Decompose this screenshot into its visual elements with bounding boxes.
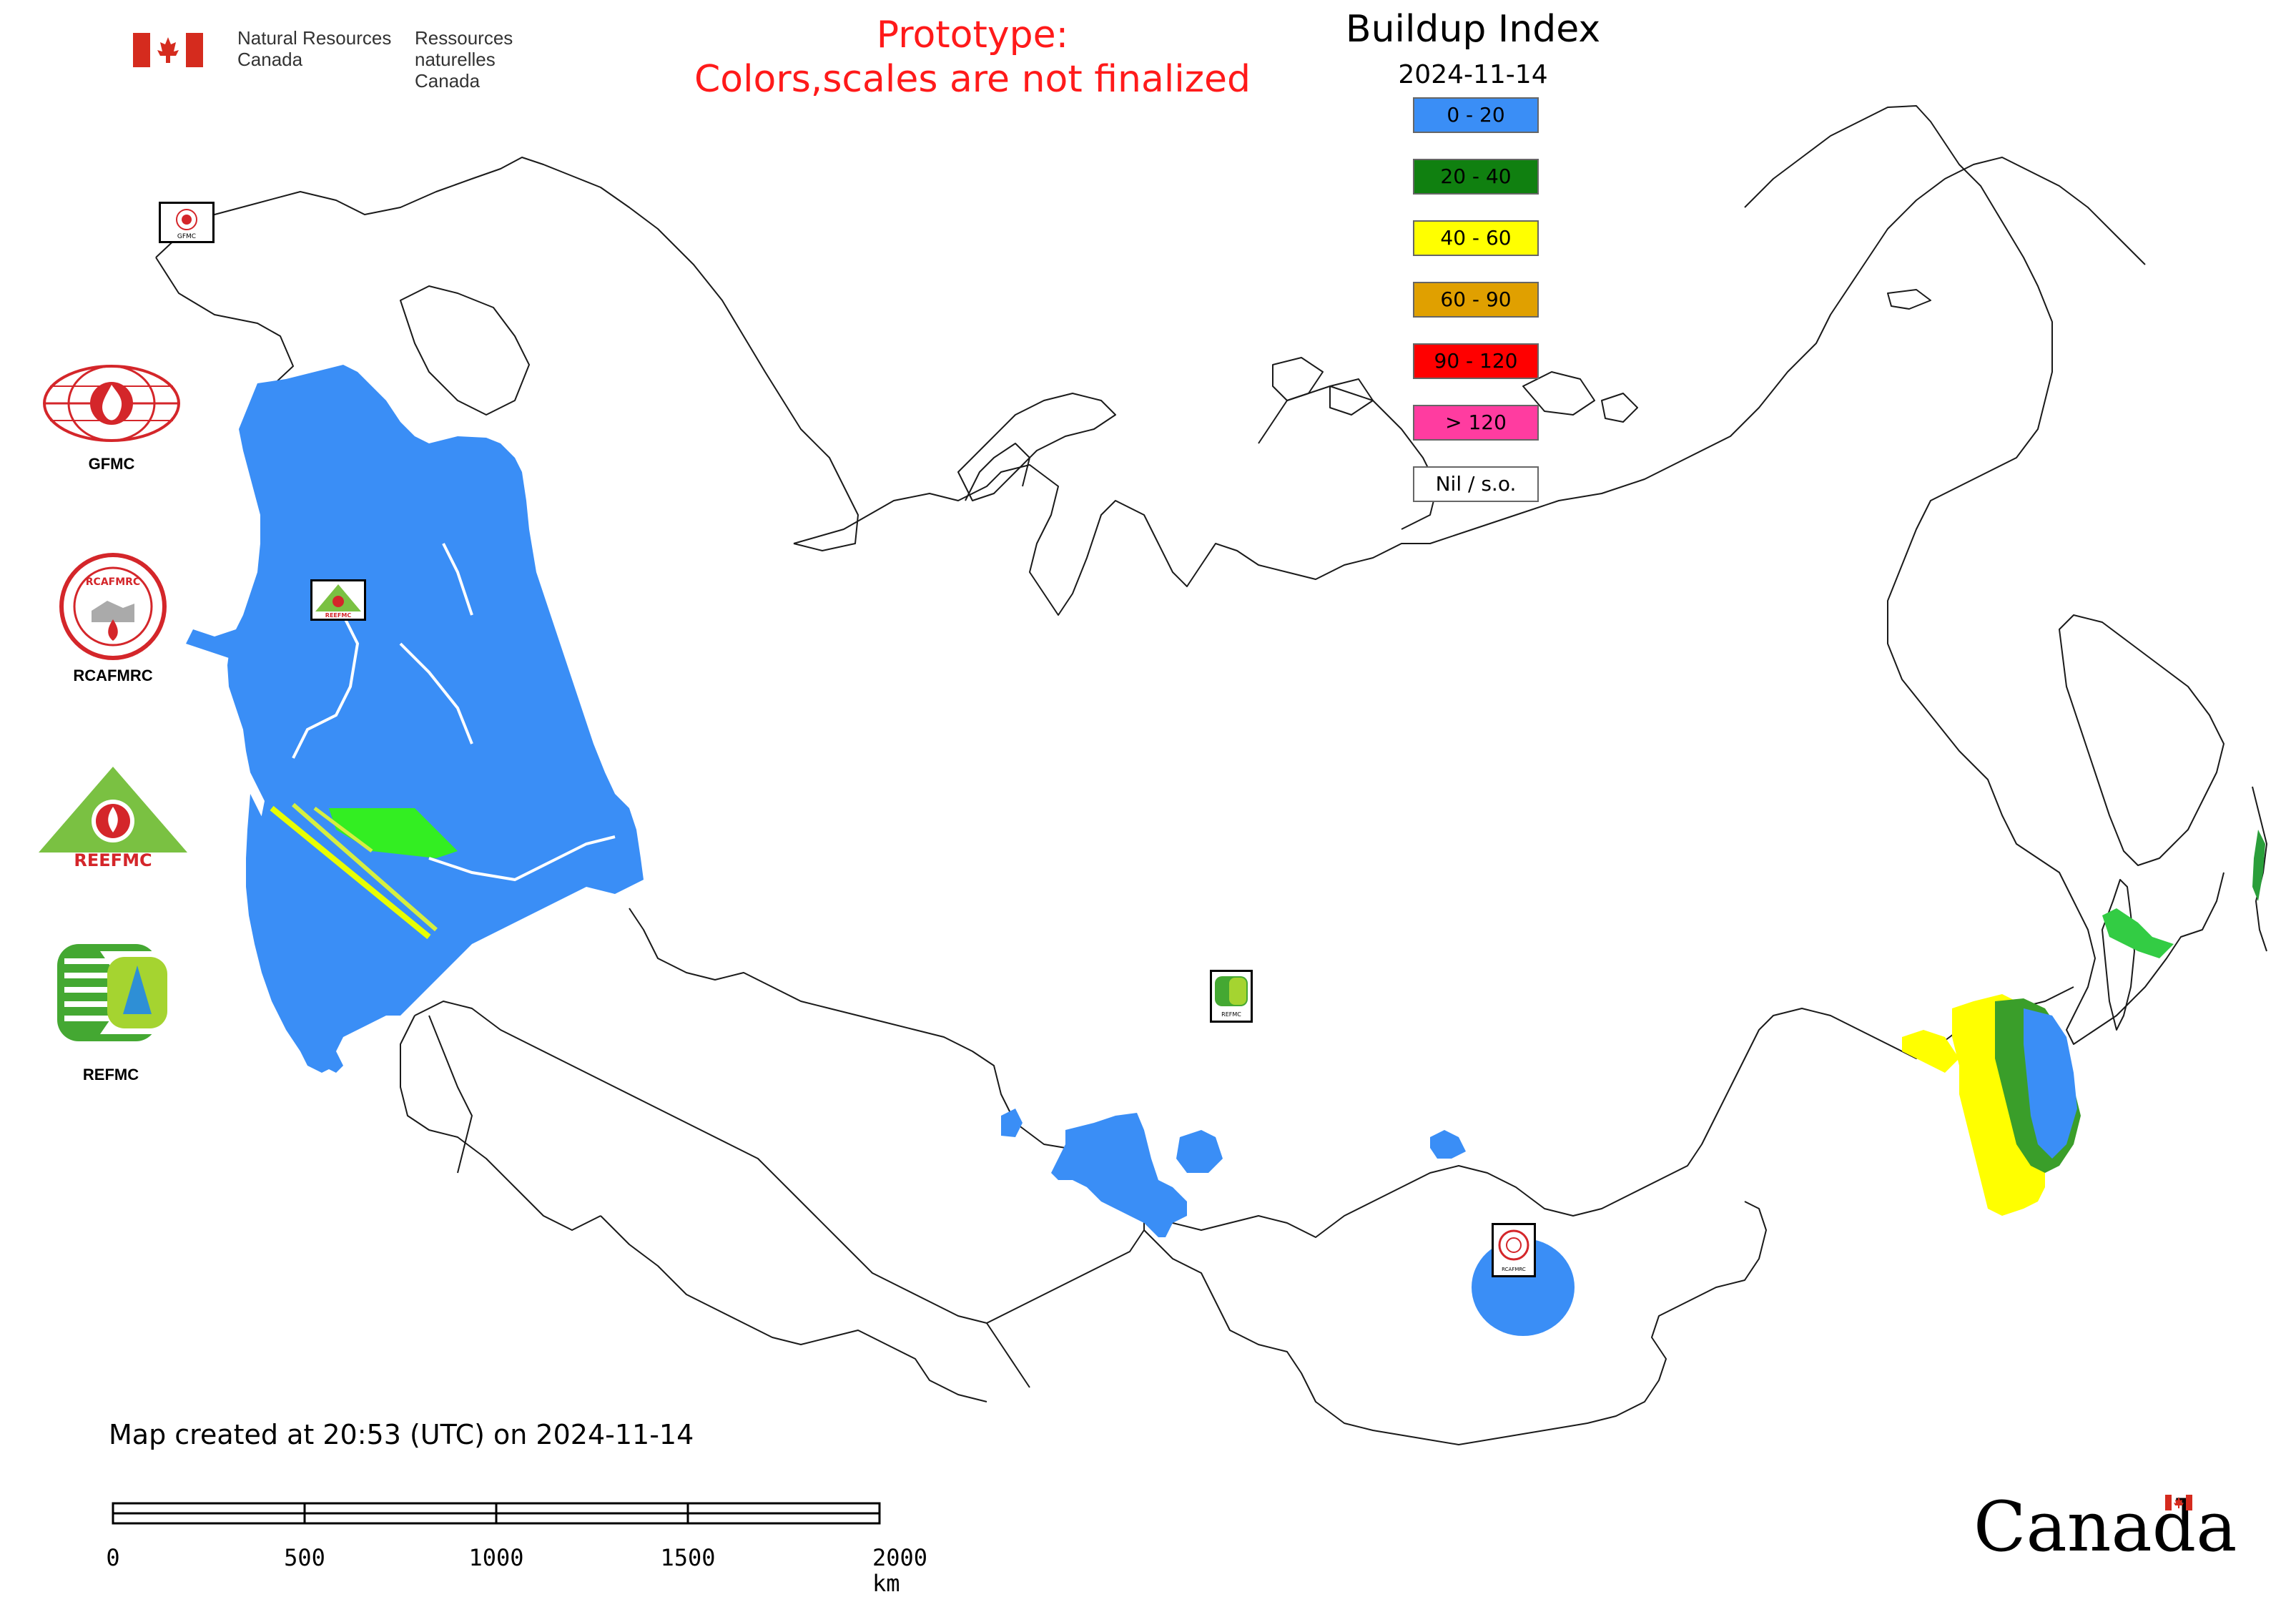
scale-tick-500: 500 [284,1544,325,1571]
altai-bui-blob [1176,1130,1223,1173]
wrangel-outline [1887,289,1931,310]
yellow-diagonal-3 [313,807,373,852]
bright-green-band [329,808,458,858]
severnaya-zemlya-outline [1272,357,1374,416]
north-coast-outline [793,157,2146,616]
yellow-diagonal-2 [292,802,438,932]
mongolia-outline [1143,1201,1767,1445]
marker-refmc: REFMC [1210,970,1253,1023]
scale-tick-2000: 2000 km [872,1544,928,1597]
far-east-blue [2024,1008,2077,1159]
marker-rcafmrc-icon: RCAFMRC [1498,1229,1529,1272]
kuril-bui [2252,830,2265,901]
gfmc-caption: GFMC [88,455,135,473]
prototype-line-1: Prototype: [876,14,1069,56]
nrcan-signature: Natural Resources Canada Ressources natu… [133,27,591,92]
scale-tick-1500: 1500 [660,1544,716,1571]
kamchatka-outline [2059,614,2224,866]
canada-wordmark-flag-icon [2165,1495,2192,1510]
taymyr-outline [1258,385,1438,530]
marker-gfmc-icon: GFMC [176,209,197,240]
scale-bar-graphic [112,1502,881,1525]
scale-tick-0: 0 [106,1544,120,1571]
canada-wordmark: Canada [1974,1488,2237,1566]
svg-text:RCAFMRC: RCAFMRC [1502,1267,1526,1272]
marker-rcafmrc: RCAFMRC [1492,1223,1536,1277]
canada-wordmark-text: Canada [1974,1487,2237,1567]
pacific-coast-outline [1744,105,2224,1045]
yellow-diagonal-1 [270,805,431,940]
legend-item: 60 - 90 [1413,282,1539,318]
yamal-outline [965,443,1030,501]
central-asia-outline [600,1215,1030,1402]
kazakhstan-outline [400,1001,1145,1324]
marker-reefmc: REEFMC [310,579,366,621]
scale-tick-1000: 1000 [468,1544,524,1571]
marker-gfmc: GFMC [159,202,215,243]
sakhalin-bui [2102,908,2174,958]
caspian-outline [428,1015,473,1174]
prototype-notice: Prototype: Colors,scales are not finaliz… [586,13,1359,102]
svg-text:REFMC: REFMC [1221,1011,1241,1018]
gfmc-logo [43,365,180,442]
legend-item: 90 - 120 [1413,343,1539,379]
agency-name-fr: Ressources naturelles Canada [415,27,513,92]
baikal-bui-blob [1430,1130,1466,1159]
kazakh-bui-blob-1 [1001,1109,1023,1137]
rcafmrc-caption: RCAFMRC [73,667,153,684]
rivers [292,543,616,882]
south-border-outline [629,908,2074,1238]
eur-russia-bui-region [227,365,644,1073]
legend-item: > 120 [1413,405,1539,441]
legend-date: 2024-11-14 [1398,60,1548,89]
rcafmrc-logo: RCAFMRC [59,553,167,660]
kazakh-bui-blob-2 [1051,1113,1187,1237]
west-bui-region [186,629,243,658]
svg-text:REEFMC: REEFMC [74,850,152,870]
novaya-zemlya-outline [957,393,1116,501]
refmc-logo [57,944,167,1041]
prototype-line-2: Colors,scales are not finalized [694,58,1251,101]
canada-flag-icon [133,33,203,67]
map-created-text: Map created at 20:53 (UTC) on 2024-11-14 [109,1419,694,1450]
reefmc-logo: REEFMC [39,767,187,870]
marker-reefmc-icon: REEFMC [315,584,361,619]
nsi-outline [1522,371,1638,423]
agency-name-en: Natural Resources Canada [237,27,392,70]
refmc-caption: REFMC [82,1066,139,1083]
legend-item: 20 - 40 [1413,159,1539,195]
legend-item: 0 - 20 [1413,97,1539,133]
far-east-yellow-west [1902,1030,1959,1073]
svg-text:GFMC: GFMC [177,233,196,240]
sw-bui-region [246,794,336,1073]
sakhalin-outline [2102,879,2135,1031]
white-sea-outline [400,285,530,416]
legend-item: 40 - 60 [1413,220,1539,256]
svg-text:REEFMC: REEFMC [325,612,352,619]
legend-title: Buildup Index [1345,8,1601,51]
svg-text:RCAFMRC: RCAFMRC [86,576,140,588]
legend-item: Nil / s.o. [1413,466,1539,502]
marker-refmc-icon: REFMC [1215,976,1248,1018]
scale-bar: 0 500 1000 1500 2000 km [106,1493,967,1596]
